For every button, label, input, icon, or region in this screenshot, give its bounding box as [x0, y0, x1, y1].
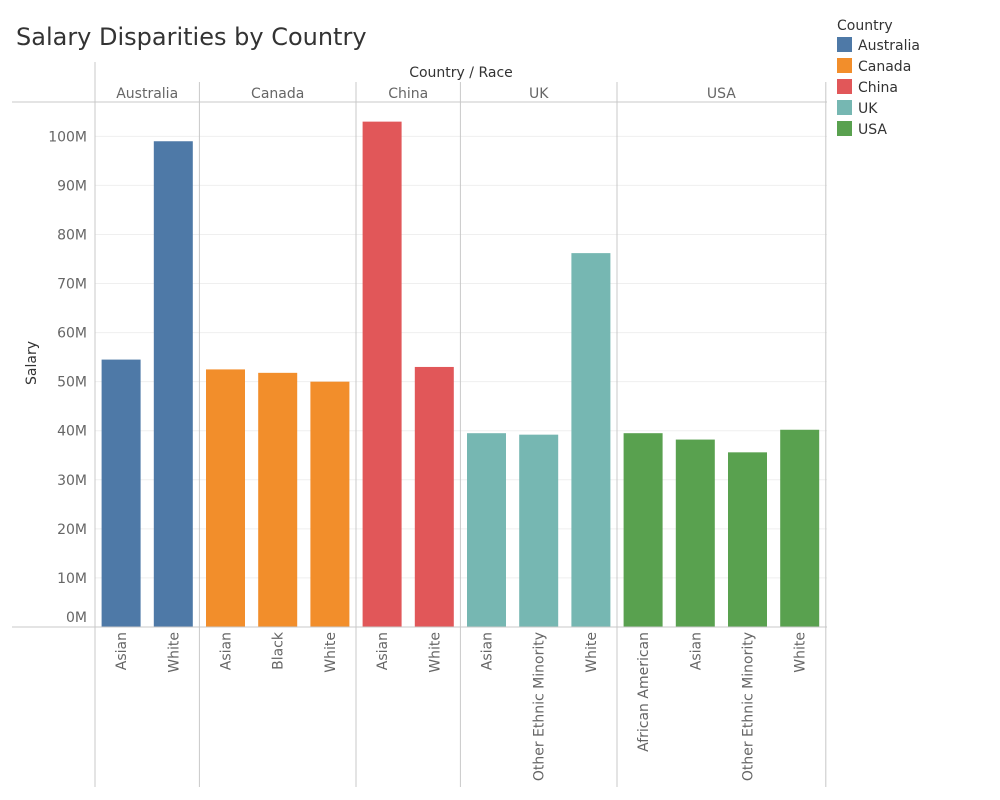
bar-canada-white — [310, 381, 350, 627]
bar-canada-asian — [206, 369, 245, 627]
chart-title: Salary Disparities by Country — [16, 23, 367, 51]
y-tick-10m: 10M — [57, 571, 87, 587]
category-label-usa-other-ethnic-minority: Other Ethnic Minority — [741, 632, 757, 781]
category-label-canada-black: Black — [271, 631, 287, 670]
legend-label-uk: UK — [858, 101, 878, 117]
country-header-australia: Australia — [116, 86, 178, 102]
column-header: Country / Race — [409, 65, 513, 81]
y-tick-90m: 90M — [57, 178, 87, 194]
category-label-canada-asian: Asian — [219, 632, 235, 670]
category-labels: Asian White Asian Black White Asian White Asian… — [114, 631, 809, 781]
category-label-usa-white: White — [793, 632, 809, 673]
legend-label-usa: USA — [858, 122, 887, 138]
category-label-uk-other-ethnic-minority: Other Ethnic Minority — [532, 632, 548, 781]
bar-uk-white — [571, 253, 611, 627]
country-header-uk: UK — [529, 86, 549, 102]
y-tick-40m: 40M — [57, 424, 87, 440]
y-axis-ticks: 0M 10M 20M 30M 40M 50M 60M 70M 80M 90M 100M — [48, 129, 87, 626]
y-tick-70m: 70M — [57, 277, 87, 293]
legend-title: Country — [837, 18, 893, 34]
bar-usa-african-american — [623, 433, 663, 627]
bar-usa-other-ethnic-minority — [728, 452, 767, 627]
category-label-australia-asian: Asian — [114, 632, 130, 670]
pane-frame — [12, 62, 827, 787]
bar-uk-asian — [467, 433, 506, 627]
gridlines — [95, 135, 827, 579]
legend-swatch-australia — [837, 37, 852, 52]
y-tick-100m: 100M — [48, 129, 87, 145]
legend-label-china: China — [858, 80, 898, 96]
country-header-canada: Canada — [251, 86, 304, 102]
bar-china-white — [414, 366, 454, 627]
legend-swatch-uk — [837, 100, 852, 115]
country-headers: Australia Canada China UK USA — [116, 86, 736, 102]
y-axis-label: Salary — [24, 341, 40, 385]
category-label-uk-asian: Asian — [480, 632, 496, 670]
legend-label-australia: Australia — [858, 38, 920, 54]
bar-uk-other-ethnic-minority — [519, 434, 559, 627]
bar-australia-white — [153, 141, 193, 627]
country-header-china: China — [388, 86, 428, 102]
category-label-usa-african-american: African American — [636, 632, 652, 752]
legend-label-canada: Canada — [858, 59, 911, 75]
y-tick-0m: 0M — [66, 610, 87, 626]
category-label-uk-white: White — [584, 632, 600, 673]
bar-usa-asian — [675, 439, 715, 627]
y-tick-20m: 20M — [57, 522, 87, 538]
legend-swatch-canada — [837, 58, 852, 73]
y-tick-30m: 30M — [57, 473, 87, 489]
y-tick-80m: 80M — [57, 227, 87, 243]
country-header-usa: USA — [707, 86, 736, 102]
legend: Country Australia Canada China UK USA — [837, 18, 920, 138]
category-label-usa-asian: Asian — [688, 632, 704, 670]
y-tick-60m: 60M — [57, 326, 87, 342]
legend-swatch-china — [837, 79, 852, 94]
bar-australia-asian — [101, 359, 141, 627]
category-label-canada-white: White — [323, 632, 339, 673]
category-label-australia-white: White — [166, 632, 182, 673]
category-label-china-asian: Asian — [375, 632, 391, 670]
bar-china-asian — [362, 121, 402, 627]
bar-canada-black — [258, 372, 298, 627]
bars — [101, 121, 820, 627]
category-label-china-white: White — [427, 632, 443, 673]
y-tick-50m: 50M — [57, 375, 87, 391]
legend-swatch-usa — [837, 121, 852, 136]
bar-usa-white — [780, 429, 820, 627]
